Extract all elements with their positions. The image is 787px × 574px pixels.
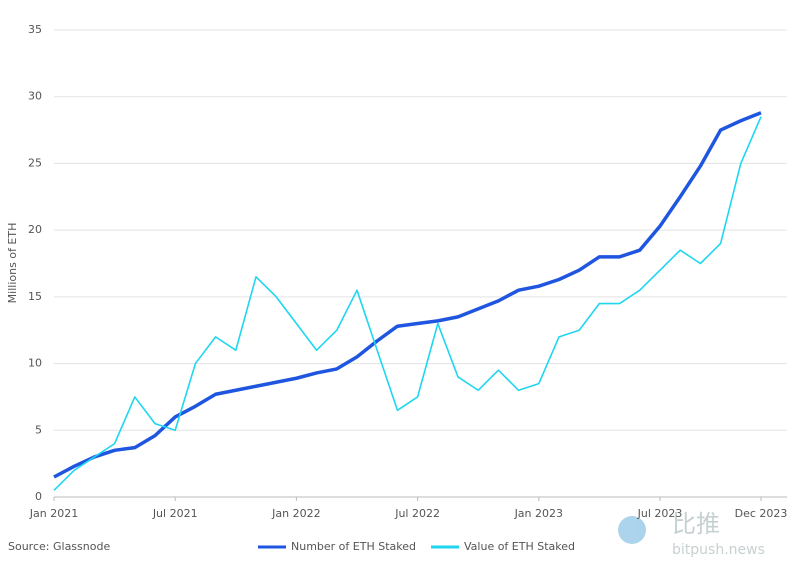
y-tick-label: 25 (28, 156, 42, 169)
watermark: 比推 bitpush.news (618, 510, 765, 558)
legend-label: Value of ETH Staked (464, 540, 575, 553)
y-tick-label: 0 (35, 490, 42, 503)
x-tick-label: Dec 2023 (735, 507, 787, 520)
x-tick-label: Jul 2021 (152, 507, 198, 520)
y-axis-label: Millions of ETH (6, 223, 19, 304)
legend-label: Number of ETH Staked (291, 540, 416, 553)
series-line (53, 116, 762, 491)
x-tick-label: Jan 2022 (271, 507, 320, 520)
watermark-site: bitpush.news (672, 542, 765, 558)
y-tick-label: 35 (28, 23, 42, 36)
x-tick-label: Jul 2023 (637, 507, 683, 520)
y-tick-label: 20 (28, 223, 42, 236)
source: Source: Glassnode (8, 540, 110, 553)
series-line (53, 111, 762, 479)
y-tick-label: 30 (28, 90, 42, 103)
x-tick-label: Jul 2022 (394, 507, 440, 520)
watermark-icon (618, 516, 646, 544)
y-tick-label: 5 (35, 423, 42, 436)
x-tick-label: Jan 2023 (514, 507, 563, 520)
watermark-logo: 比推 (672, 510, 720, 538)
y-tick-label: 15 (28, 290, 42, 303)
x-tick-label: Jan 2021 (29, 507, 78, 520)
y-tick-label: 10 (28, 357, 42, 370)
